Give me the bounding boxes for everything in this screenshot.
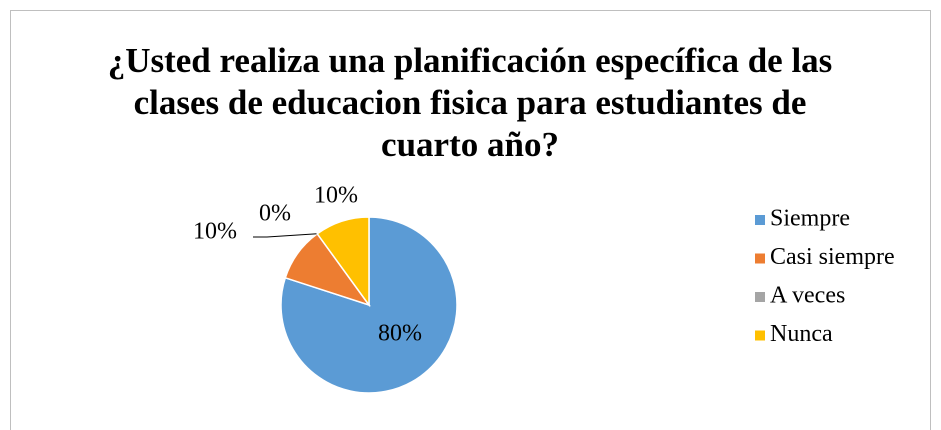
legend-swatch <box>755 253 765 264</box>
legend-swatch <box>755 292 765 302</box>
legend-label: A veces <box>770 283 845 309</box>
data-label: 10% <box>314 183 358 209</box>
chart-border <box>10 10 931 430</box>
chart-title: ¿Usted realiza una planificación específ… <box>107 41 833 164</box>
legend-label: Siempre <box>770 206 850 232</box>
leader-line <box>253 233 318 238</box>
legend-swatch <box>755 330 765 341</box>
legend-label: Nunca <box>770 321 833 347</box>
legend-label: Casi siempre <box>770 244 895 270</box>
data-label: 0% <box>259 201 291 227</box>
data-label: 80% <box>378 321 422 347</box>
data-label: 10% <box>193 219 237 245</box>
legend-swatch <box>755 215 765 225</box>
pie-slice <box>316 216 370 308</box>
